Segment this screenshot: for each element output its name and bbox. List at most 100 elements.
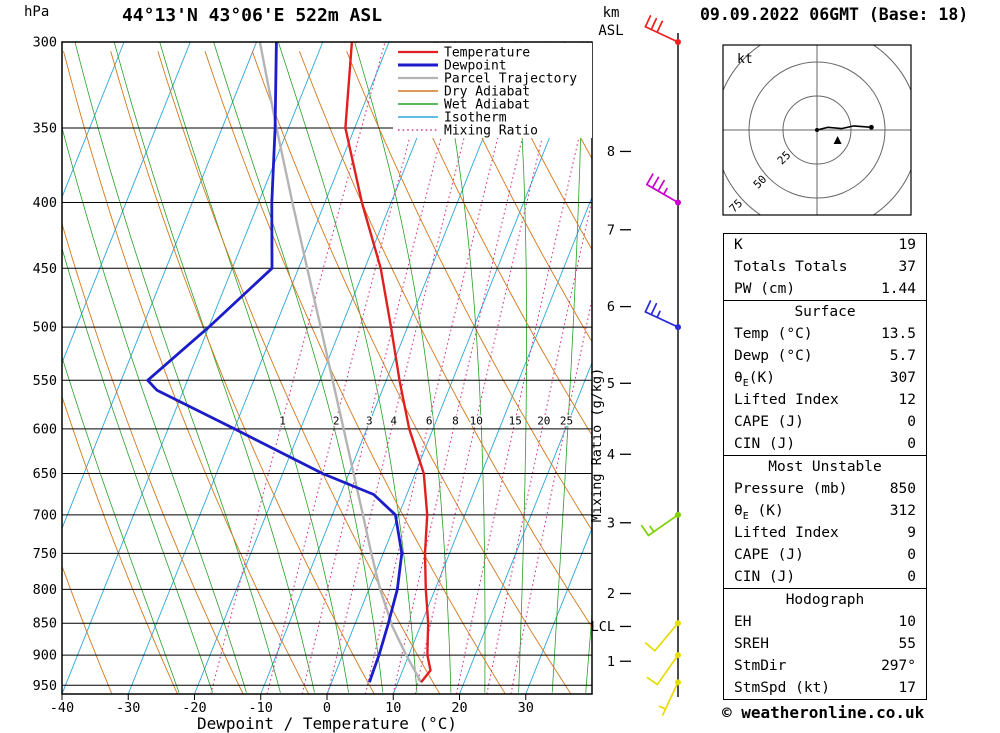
stat-label: Pressure (mb) [734, 481, 848, 497]
mixing-ratio-labels: 1 2 3 4 6 8 10 15 20 25 [278, 413, 575, 429]
svg-text:Dewpoint: Dewpoint [444, 59, 507, 74]
stat-label: Temp (°C) [734, 326, 813, 342]
legend-item: Mixing Ratio [398, 124, 538, 139]
svg-text:4: 4 [390, 414, 397, 427]
legend-item: Wet Adiabat [398, 98, 530, 113]
svg-text:950: 950 [33, 678, 57, 694]
stats-panel: K 19 Totals Totals 37 PW (cm) 1.44 Surface Temp… [723, 233, 927, 700]
svg-text:-10: -10 [249, 700, 273, 716]
svg-text:8: 8 [607, 144, 615, 160]
stat-label: Totals Totals [734, 259, 848, 275]
stat-label: Dewp (°C) [734, 348, 813, 364]
wind-barb [644, 15, 681, 45]
svg-text:LCL: LCL [591, 619, 615, 635]
stat-row: K 19 [724, 234, 926, 256]
stat-label: SREH [734, 636, 769, 652]
stat-row: SREH 55 [724, 633, 926, 655]
stat-row: θE (K) 312 [724, 500, 926, 522]
svg-text:500: 500 [33, 320, 57, 336]
stat-value: 1.44 [881, 281, 916, 297]
plot-area: 1 2 3 4 6 8 10 15 20 25 [62, 42, 592, 694]
stat-value: 0 [907, 569, 916, 585]
svg-text:-20: -20 [182, 700, 206, 716]
stat-row: θE(K) 307 [724, 367, 926, 389]
pressure-grid [62, 42, 592, 686]
svg-text:300: 300 [33, 35, 57, 51]
stat-value: 12 [898, 392, 916, 408]
isotherms [62, 42, 592, 694]
wind-barb-column [640, 15, 681, 716]
svg-text:20: 20 [537, 414, 550, 427]
stat-label: θE(K) [734, 370, 775, 389]
datetime-title: 09.09.2022 06GMT (Base: 18) [700, 5, 969, 24]
stat-value: 5.7 [889, 348, 916, 364]
hodograph-frame [722, 44, 912, 216]
svg-text:3: 3 [366, 414, 373, 427]
svg-text:Dewpoint / Temperature (°C): Dewpoint / Temperature (°C) [197, 714, 457, 733]
most-unstable-table: Most Unstable Pressure (mb) 850 θE (K) 312 Li… [723, 455, 927, 589]
svg-text:10: 10 [470, 414, 483, 427]
wind-barb [644, 300, 681, 331]
stat-value: 297° [881, 658, 916, 674]
stat-value: 37 [898, 259, 916, 275]
stat-row: CAPE (J) 0 [724, 411, 926, 433]
svg-text:600: 600 [33, 421, 57, 437]
svg-text:20: 20 [451, 700, 467, 716]
wind-barb [658, 679, 681, 716]
svg-text:1: 1 [279, 414, 286, 427]
temperature-line [344, 42, 432, 684]
stat-value: 19 [898, 237, 916, 253]
stat-row: PW (cm) 1.44 [724, 278, 926, 300]
svg-text:Parcel Trajectory: Parcel Trajectory [444, 72, 577, 87]
svg-text:Isotherm: Isotherm [444, 111, 507, 126]
legend-item: Temperature [398, 46, 530, 61]
stat-value: 13.5 [881, 326, 916, 342]
copyright: © weatheronline.co.uk [722, 703, 925, 722]
svg-text:6: 6 [426, 414, 433, 427]
stat-label: EH [734, 614, 752, 630]
stat-label: Lifted Index [734, 392, 839, 408]
svg-text:km: km [603, 5, 620, 21]
wet-adiabats [62, 42, 592, 693]
svg-text:550: 550 [33, 373, 57, 389]
wind-barb [644, 620, 681, 652]
svg-text:750: 750 [33, 546, 57, 562]
legend-item: Isotherm [398, 111, 507, 126]
stat-value: 17 [898, 680, 916, 696]
stat-row: CIN (J) 0 [724, 433, 926, 455]
svg-text:5: 5 [607, 376, 615, 392]
stat-row: EH 10 [724, 611, 926, 633]
svg-text:700: 700 [33, 507, 57, 523]
svg-text:650: 650 [33, 466, 57, 482]
dry-adiabats [62, 50, 592, 694]
stat-value: 0 [907, 436, 916, 452]
svg-text:0: 0 [323, 700, 331, 716]
wind-barb [640, 511, 681, 537]
stat-row: Temp (°C) 13.5 [724, 323, 926, 345]
stat-value: 850 [889, 481, 916, 497]
stat-value: 55 [898, 636, 916, 652]
legend-item: Parcel Trajectory [398, 72, 577, 87]
wind-barb [646, 652, 681, 686]
svg-text:kt: kt [737, 52, 753, 67]
svg-text:ASL: ASL [598, 23, 623, 39]
table-title: Surface [794, 304, 856, 320]
svg-text:8: 8 [452, 414, 459, 427]
stat-value: 307 [889, 370, 916, 386]
stat-row: Pressure (mb) 850 [724, 478, 926, 500]
legend-item: Dry Adiabat [398, 85, 530, 100]
stat-value: 9 [907, 525, 916, 541]
svg-text:4: 4 [607, 447, 615, 463]
svg-text:2: 2 [333, 414, 340, 427]
svg-text:-40: -40 [50, 700, 74, 716]
wind-barb [645, 173, 681, 206]
svg-text:900: 900 [33, 648, 57, 664]
km-axis: km ASL 8 7 6 5 4 3 2 1 LCL Mixing Ratio (g/kg) [589, 5, 631, 670]
svg-text:800: 800 [33, 582, 57, 598]
table-title: Most Unstable [768, 459, 882, 475]
svg-text:25: 25 [560, 414, 573, 427]
station-title: 44°13'N 43°06'E 522m ASL [121, 5, 383, 26]
